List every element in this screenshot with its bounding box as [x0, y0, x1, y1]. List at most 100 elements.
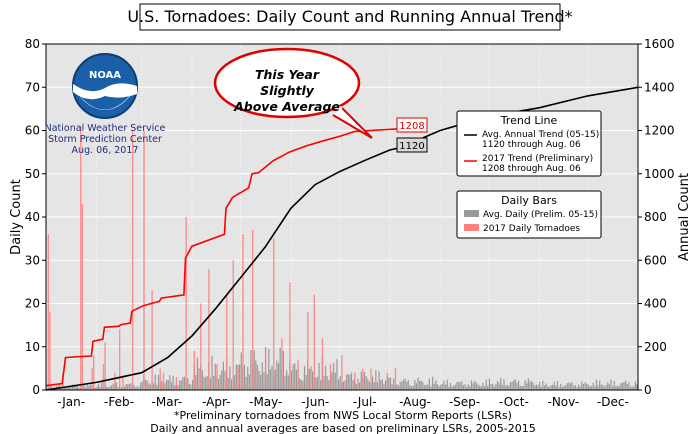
avg-daily-bar: [485, 379, 487, 390]
avg-daily-bar: [258, 371, 260, 390]
avg-daily-bar: [372, 376, 374, 390]
x-tick-label: -Feb-: [104, 395, 134, 409]
avg-daily-bar: [195, 375, 197, 390]
avg-daily-bar: [603, 386, 606, 390]
avg-daily-bar: [522, 386, 525, 390]
daily-2017-bar: [313, 294, 316, 390]
daily-2017-bar: [370, 368, 372, 390]
avg-daily-bar: [451, 386, 453, 390]
avg-daily-bar: [315, 377, 317, 390]
avg-daily-bar: [146, 380, 148, 390]
daily-2017-bar: [159, 368, 161, 390]
avg-daily-bar: [177, 384, 179, 390]
avg-daily-bar: [524, 380, 526, 390]
avg-daily-bar: [556, 380, 559, 390]
avg-daily-bar: [141, 381, 143, 390]
avg-daily-bar: [355, 383, 357, 390]
avg-daily-bar: [380, 380, 382, 390]
daily-2017-bars: [47, 126, 397, 391]
avg-daily-bar: [508, 385, 510, 390]
avg-daily-bar: [462, 385, 465, 390]
avg-daily-bar: [470, 380, 473, 390]
avg-daily-bar: [58, 383, 61, 390]
avg-daily-bar: [247, 366, 249, 390]
avg-daily-bar: [574, 385, 576, 390]
legend-avg-bar-label: Avg. Daily (Prelim. 05-15): [483, 210, 598, 220]
daily-2017-bar: [49, 312, 51, 390]
avg-daily-bar: [404, 378, 406, 390]
avg-daily-bar: [78, 387, 80, 390]
avg-daily-bar: [294, 363, 296, 390]
right-tick-label: 1200: [644, 124, 675, 138]
avg-daily-bar: [509, 382, 512, 390]
left-tick-label: 30: [25, 253, 40, 267]
source-line-2: Storm Prediction Center: [48, 134, 162, 145]
avg-daily-bar: [443, 380, 445, 390]
avg-daily-bar: [428, 378, 430, 390]
avg-daily-bar: [519, 385, 521, 390]
avg-daily-bar: [548, 387, 550, 390]
avg-daily-bar: [250, 349, 252, 390]
avg-daily-bar: [558, 387, 560, 390]
avg-daily-bar: [623, 382, 625, 390]
current-value-label: 1208: [399, 121, 424, 132]
avg-daily-bar: [526, 383, 528, 390]
daily-2017-bar: [122, 377, 124, 390]
avg-daily-bar: [203, 376, 205, 390]
avg-daily-bar: [474, 380, 476, 390]
avg-daily-bar: [375, 369, 377, 390]
avg-daily-bar: [496, 381, 499, 390]
avg-daily-bar: [435, 380, 437, 390]
avg-daily-bar: [89, 384, 91, 390]
avg-daily-bar: [346, 374, 348, 390]
daily-2017-bar: [102, 364, 105, 390]
avg-daily-bar: [457, 381, 460, 390]
avg-daily-bar: [310, 366, 312, 390]
right-tick-label: 1600: [644, 37, 675, 51]
daily-2017-bar: [321, 338, 324, 390]
avg-daily-bar: [517, 380, 520, 390]
avg-daily-bar: [597, 385, 599, 390]
avg-daily-bar: [626, 384, 628, 390]
avg-daily-bar: [107, 387, 109, 390]
avg-daily-bar: [188, 383, 190, 390]
trend-line-2017: [45, 128, 400, 387]
avg-daily-bar: [125, 383, 127, 390]
daily-2017-bar: [81, 204, 84, 390]
avg-daily-bar: [115, 382, 117, 390]
avg-daily-bar: [569, 383, 572, 390]
avg-daily-bar: [555, 385, 557, 390]
avg-daily-bar: [206, 376, 208, 390]
avg-daily-bar: [602, 384, 604, 390]
daily-2017-bar: [341, 355, 343, 390]
avg-daily-bar: [183, 376, 186, 390]
avg-daily-bar: [516, 382, 518, 390]
daily-2017-bar: [91, 368, 93, 390]
avg-daily-bar: [318, 363, 320, 390]
daily-2017-bar: [256, 368, 259, 390]
avg-daily-bar: [112, 383, 114, 390]
avg-daily-bar: [501, 384, 503, 390]
daily-2017-bar: [264, 351, 267, 390]
avg-daily-bar: [274, 369, 276, 390]
avg-daily-bar: [438, 386, 440, 390]
avg-daily-bar: [240, 352, 242, 390]
avg-daily-bar: [260, 374, 262, 390]
avg-daily-bar: [290, 370, 293, 390]
avg-daily-bar: [537, 385, 539, 390]
avg-daily-bar: [397, 385, 400, 390]
avg-daily-bar: [230, 379, 233, 390]
logo-text: NOAA: [89, 70, 121, 81]
avg-daily-bar: [336, 359, 338, 390]
avg-daily-bar: [505, 385, 507, 390]
avg-daily-bar: [584, 382, 586, 390]
avg-daily-bar: [412, 385, 414, 390]
avg-daily-bar: [594, 386, 596, 390]
trend-legend-title: Trend Line: [500, 114, 558, 127]
bars-legend-title: Daily Bars: [501, 194, 557, 207]
daily-2017-bar: [394, 368, 397, 390]
x-tick-label: -Aug-: [399, 395, 431, 409]
avg-daily-bar: [472, 383, 474, 390]
avg-daily-bar: [456, 382, 458, 390]
